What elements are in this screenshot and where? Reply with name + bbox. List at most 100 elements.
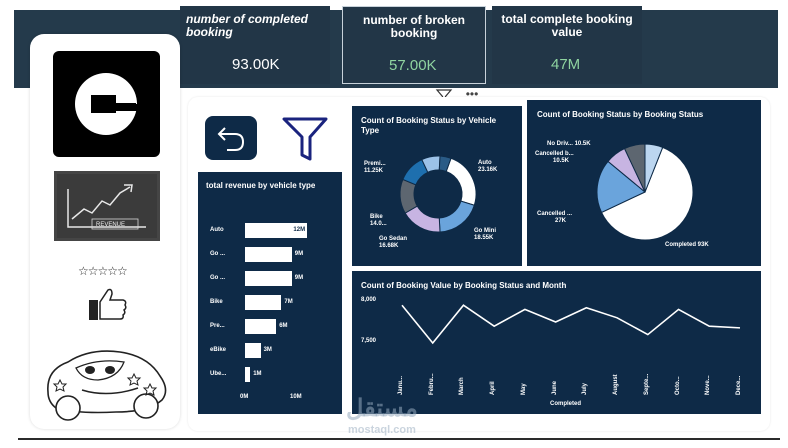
revenue-axis-min: 0M bbox=[240, 394, 249, 400]
pie-slice-label: Completed 93K bbox=[665, 242, 709, 249]
kpi-value-title: total complete booking value bbox=[501, 12, 633, 39]
donut-slice-category: Go Sedan bbox=[379, 236, 408, 242]
kpi-broken-title: number of broken booking bbox=[362, 13, 465, 40]
line-month-label: Septe... bbox=[643, 373, 650, 395]
pie-chart bbox=[596, 143, 694, 241]
kpi-broken-value: 57.00K bbox=[389, 57, 437, 74]
pie-slice-label: Cancelled ... 27K bbox=[537, 211, 572, 225]
revenue-category-label: Go ... bbox=[210, 275, 225, 281]
uber-logo bbox=[53, 51, 160, 157]
revenue-bar-value: 1M bbox=[253, 371, 262, 377]
pie-slice bbox=[644, 143, 664, 193]
donut-slice bbox=[438, 155, 452, 173]
pie-slice bbox=[596, 160, 646, 214]
revenue-bar bbox=[245, 223, 308, 238]
back-arrow-icon bbox=[217, 127, 245, 151]
revenue-bar bbox=[245, 367, 251, 382]
watermark-url: mostaql.com bbox=[348, 424, 416, 436]
revenue-bar-value: 9M bbox=[294, 275, 304, 281]
line-month-label: May bbox=[520, 383, 527, 395]
revenue-bar-value: 6M bbox=[279, 323, 288, 329]
watermark-logo: مستقل bbox=[346, 395, 418, 422]
line-chart bbox=[401, 304, 741, 345]
line-month-label: March bbox=[459, 377, 466, 395]
donut-slice-category: Auto bbox=[478, 160, 492, 166]
revenue-category-label: Go ... bbox=[210, 251, 225, 257]
status-by-vehicle-panel: Count of Booking Status by Vehicle Type … bbox=[352, 106, 522, 266]
revenue-category-label: eBike bbox=[210, 347, 227, 353]
status-by-status-panel: Count of Booking Status by Booking Statu… bbox=[527, 100, 761, 266]
donut-slice-category: Bike bbox=[370, 214, 383, 220]
filter-button[interactable] bbox=[280, 115, 330, 163]
donut-slice-category: Premi... bbox=[364, 161, 386, 167]
pie-slice-value: 10.5K bbox=[574, 141, 591, 147]
revenue-chalkboard-image: REVENUE bbox=[54, 171, 160, 241]
line-month-label: July bbox=[582, 382, 589, 395]
sidebar-card: REVENUE ☆☆☆☆☆ bbox=[30, 34, 180, 429]
line-ytick-bottom: 7,500 bbox=[361, 338, 377, 344]
line-month-label: August bbox=[613, 374, 620, 395]
revenue-category-label: Auto bbox=[210, 227, 224, 233]
line-month-label: Janu... bbox=[398, 375, 404, 395]
line-month-label: Octo... bbox=[674, 376, 681, 395]
booking-value-by-month-panel: Count of Booking Value by Booking Status… bbox=[352, 271, 761, 414]
donut-slice-value: 11.25K bbox=[364, 168, 384, 174]
line-month-label: Dece... bbox=[736, 375, 742, 395]
pie-slice-category: Cancelled ... bbox=[537, 211, 573, 217]
donut-slice-value: 18.55K bbox=[474, 235, 494, 241]
kpi-completed-card: number of completed booking 93.00K bbox=[180, 6, 330, 84]
revenue-axis-max: 10M bbox=[290, 394, 302, 400]
donut-slice-value: 23.16K bbox=[478, 167, 498, 173]
pie-slice-category: Completed bbox=[665, 242, 698, 248]
line-month-label: Febru... bbox=[428, 373, 435, 395]
donut-chart-title: Count of Booking Status by Vehicle Type bbox=[361, 116, 497, 135]
chalkboard-text: REVENUE bbox=[96, 222, 126, 228]
donut-slice-value: 16.68K bbox=[379, 243, 399, 249]
pie-chart-title: Count of Booking Status by Booking Statu… bbox=[537, 110, 704, 119]
donut-slice-label: Premi... 11.25K bbox=[364, 161, 386, 175]
donut-slice-label: Go Mini 18.55K bbox=[474, 228, 496, 242]
line-month-label: Nove... bbox=[705, 375, 712, 395]
revenue-bar bbox=[245, 247, 292, 262]
kpi-completed-value: 93.00K bbox=[232, 56, 280, 73]
pie-slice-category: No Driv... bbox=[547, 141, 575, 147]
donut-slice-category: Go Mini bbox=[474, 228, 496, 234]
revenue-bar bbox=[245, 319, 277, 334]
donut-chart bbox=[399, 155, 477, 233]
donut-slice-label: Bike 14.0... bbox=[370, 214, 387, 228]
pie-slice-value: 10.5K bbox=[553, 158, 570, 164]
kpi-broken-card[interactable]: number of broken booking 57.00K bbox=[342, 6, 486, 84]
donut-slice bbox=[445, 157, 477, 206]
revenue-category-label: Ube... bbox=[210, 371, 227, 377]
pie-slice-value: 93K bbox=[697, 242, 709, 248]
thumbs-up-icon bbox=[87, 286, 129, 322]
line-month-label: April bbox=[490, 381, 497, 395]
bottom-divider bbox=[18, 438, 780, 440]
funnel-icon bbox=[282, 117, 328, 161]
kpi-completed-title: number of completed booking bbox=[186, 12, 309, 39]
pie-slice-label: Cancelled b... 10.5K bbox=[535, 151, 574, 165]
pie-slice-label: No Driv... 10.5K bbox=[547, 141, 591, 148]
pie-slice-value: 27K bbox=[555, 218, 567, 224]
revenue-bar-value: 3M bbox=[263, 347, 272, 353]
line-ytick-top: 8,000 bbox=[361, 297, 377, 303]
revenue-bar-value: 7M bbox=[284, 299, 293, 305]
rating-stars-icon: ☆☆☆☆☆ bbox=[78, 264, 128, 278]
kpi-value-amount: 47M bbox=[551, 56, 581, 73]
revenue-bar bbox=[245, 271, 292, 286]
line-chart-title: Count of Booking Value by Booking Status… bbox=[361, 281, 567, 290]
donut-slice bbox=[438, 200, 475, 233]
revenue-bar bbox=[245, 343, 261, 358]
back-button[interactable] bbox=[205, 116, 257, 160]
donut-slice-value: 14.0... bbox=[370, 221, 387, 227]
revenue-by-vehicle-panel: total revenue by vehicle type Auto 12M Go … bbox=[198, 172, 342, 414]
revenue-bar-value: 12M bbox=[293, 227, 306, 233]
line-series bbox=[401, 304, 741, 345]
revenue-bar bbox=[245, 295, 282, 310]
revenue-chart-title: total revenue by vehicle type bbox=[206, 181, 316, 190]
cartoon-car-illustration bbox=[38, 334, 174, 424]
line-month-label: June bbox=[551, 380, 558, 395]
donut-slice-label: Auto 23.16K bbox=[478, 160, 497, 174]
revenue-bar-value: 9M bbox=[294, 251, 304, 257]
line-xlabel: Completed bbox=[550, 401, 582, 407]
